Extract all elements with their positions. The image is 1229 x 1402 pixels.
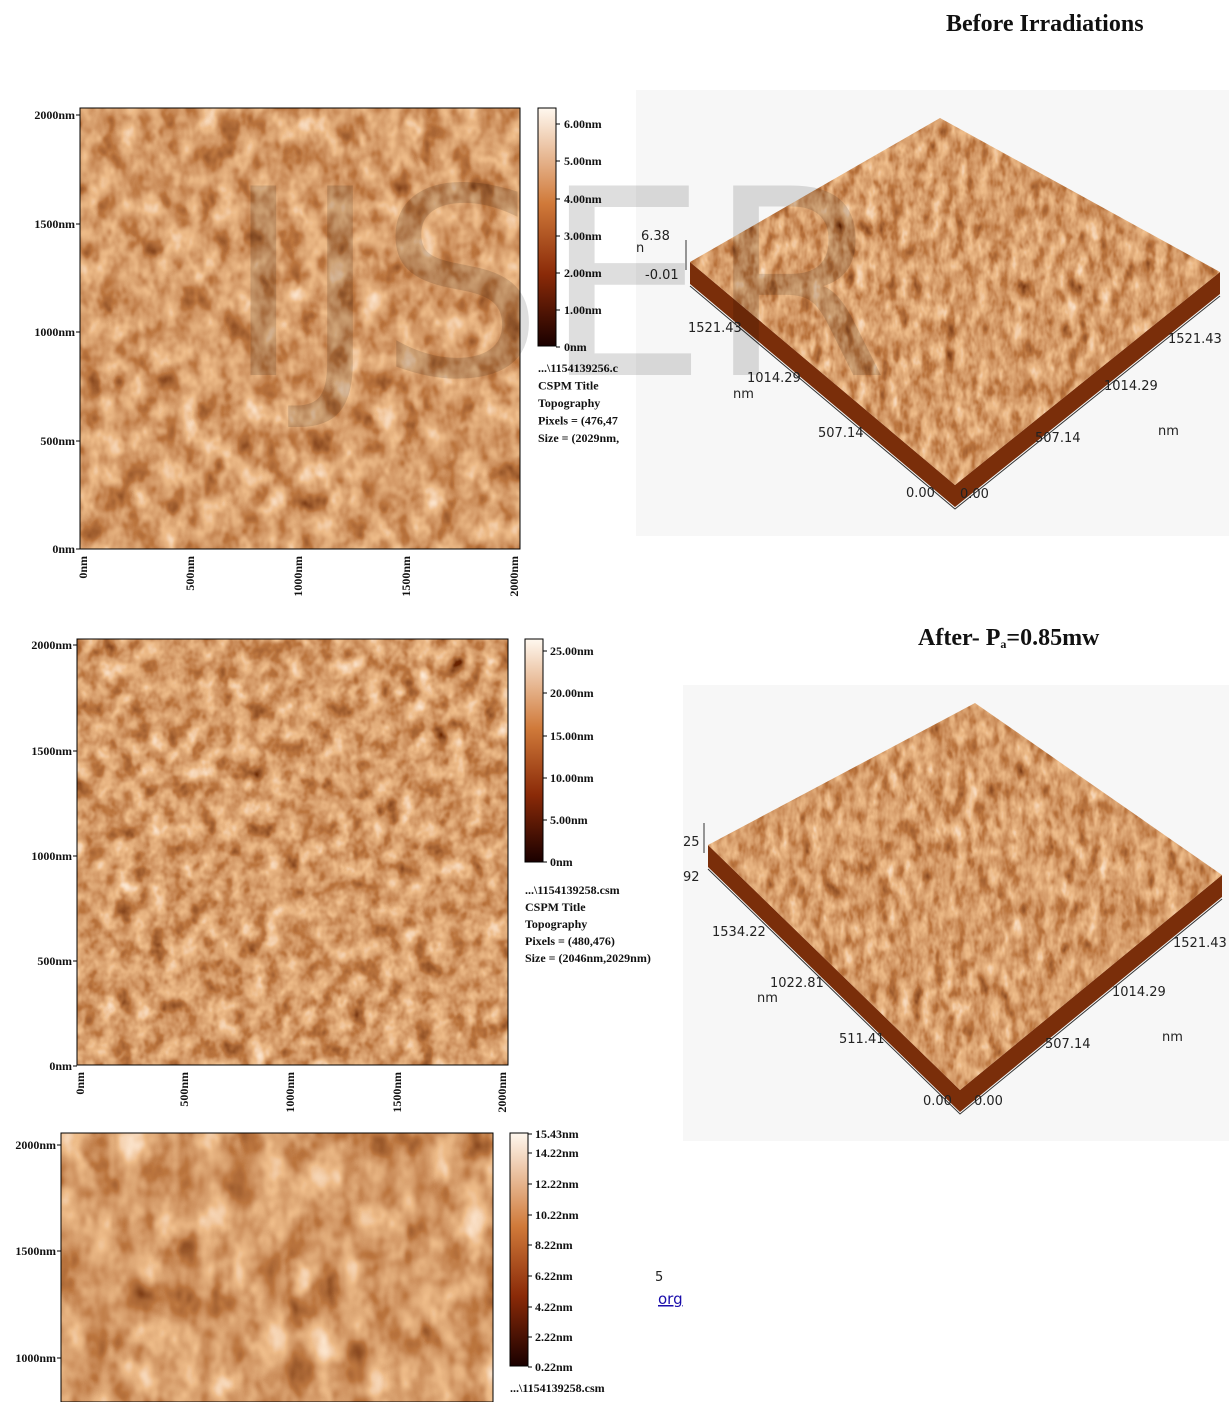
axis-label: 1521.43 bbox=[1168, 332, 1222, 347]
axis-label: 0.00 bbox=[960, 487, 989, 502]
watermark: IJSER bbox=[225, 135, 888, 437]
colorbar bbox=[510, 1133, 528, 1366]
y-tick-label: 1000nm bbox=[15, 1351, 56, 1365]
colorbar-label: 25.00nm bbox=[550, 644, 594, 658]
afm-image bbox=[77, 639, 508, 1065]
x-tick-label: 0nm bbox=[73, 1072, 87, 1095]
colorbar-label: 14.22nm bbox=[535, 1146, 579, 1160]
y-tick-label: 1500nm bbox=[15, 1244, 56, 1258]
axis-label: 1022.81 bbox=[770, 976, 824, 991]
colorbar-label: 8.22nm bbox=[535, 1238, 573, 1252]
axis-label: 511.41 bbox=[839, 1032, 885, 1047]
colorbar bbox=[525, 639, 543, 862]
axis-label: 507.14 bbox=[1045, 1037, 1091, 1052]
axis-label: 0.00 bbox=[974, 1094, 1003, 1109]
colorbar-label: 5.00nm bbox=[550, 813, 588, 827]
heading-part: After- P bbox=[918, 625, 1000, 651]
info-line: Pixels = (480,476) bbox=[525, 934, 615, 948]
y-tick-label: 500nm bbox=[37, 954, 72, 968]
axis-label: 1521.43 bbox=[1173, 936, 1227, 951]
colorbar-label: 6.00nm bbox=[564, 117, 602, 131]
y-tick-label: 1500nm bbox=[31, 744, 72, 758]
x-tick-label: 1000nm bbox=[283, 1072, 297, 1113]
colorbar-label: 6.22nm bbox=[535, 1269, 573, 1283]
x-tick-label: 1000nm bbox=[291, 556, 305, 597]
axis-unit: nm bbox=[757, 991, 778, 1006]
x-tick-label: 2000nm bbox=[495, 1072, 509, 1113]
y-tick-label: 500nm bbox=[40, 434, 75, 448]
y-tick-label: 2000nm bbox=[34, 108, 75, 122]
page: html,body{margin:0;padding:0;width:1229p… bbox=[0, 0, 1229, 1402]
axis-label: 1014.29 bbox=[1112, 985, 1166, 1000]
colorbar-label: 0.22nm bbox=[535, 1360, 573, 1374]
colorbar-label: 0nm bbox=[550, 855, 573, 869]
body: {"header":{"title":"Before Irradiations"… bbox=[0, 0, 1229, 1402]
colorbar-label: 4.22nm bbox=[535, 1300, 573, 1314]
colorbar-label: 12.22nm bbox=[535, 1177, 579, 1191]
y-tick-label: 2000nm bbox=[31, 638, 72, 652]
after-heading: After- Pa=0.85mw bbox=[918, 625, 1100, 651]
colorbar-label: 15.43nm bbox=[535, 1127, 579, 1141]
y-tick-label: 1500nm bbox=[34, 217, 75, 231]
x-tick-label: 2000nm bbox=[507, 556, 521, 597]
axis-label: 0.00 bbox=[923, 1094, 952, 1109]
info-line: CSPM Title bbox=[525, 900, 586, 914]
z-label: 25 bbox=[683, 835, 700, 850]
z-label: 92 bbox=[683, 870, 700, 885]
y-tick-label: 0nm bbox=[52, 542, 75, 556]
colorbar-label: 20.00nm bbox=[550, 686, 594, 700]
x-tick-label: 0nm bbox=[76, 556, 90, 579]
info-line: Size = (2046nm,2029nm) bbox=[525, 951, 651, 965]
x-tick-label: 1500nm bbox=[390, 1072, 404, 1113]
info-line: ...\1154139258.csm bbox=[525, 883, 620, 897]
figure: Before Irradiations After- Pa=0.85mw 5 o… bbox=[0, 0, 1229, 1402]
y-tick-label: 1000nm bbox=[34, 325, 75, 339]
y-tick-label: 1000nm bbox=[31, 849, 72, 863]
x-tick-label: 1500nm bbox=[399, 556, 413, 597]
afm-image bbox=[61, 1133, 493, 1402]
link-fragment[interactable]: org bbox=[658, 1290, 683, 1308]
info-line: ...\1154139258.csm bbox=[510, 1381, 605, 1395]
axis-unit: nm bbox=[1162, 1030, 1183, 1045]
info-line: Topography bbox=[525, 917, 587, 931]
heading-part: =0.85mw bbox=[1006, 625, 1100, 651]
heading: Before Irradiations bbox=[946, 11, 1144, 37]
fragment: 5 bbox=[655, 1270, 663, 1285]
x-tick-label: 500nm bbox=[177, 1072, 191, 1107]
y-tick-label: 0nm bbox=[49, 1059, 72, 1073]
axis-label: 1534.22 bbox=[712, 925, 766, 940]
axis-label: 507.14 bbox=[1035, 431, 1081, 446]
axis-label: 1014.29 bbox=[1104, 379, 1158, 394]
colorbar-label: 15.00nm bbox=[550, 729, 594, 743]
axis-unit: nm bbox=[1158, 424, 1179, 439]
colorbar-label: 10.00nm bbox=[550, 771, 594, 785]
x-tick-label: 500nm bbox=[183, 556, 197, 591]
colorbar-label: 10.22nm bbox=[535, 1208, 579, 1222]
axis-label: 0.00 bbox=[906, 486, 935, 501]
y-tick-label: 2000nm bbox=[15, 1138, 56, 1152]
colorbar-label: 2.22nm bbox=[535, 1330, 573, 1344]
